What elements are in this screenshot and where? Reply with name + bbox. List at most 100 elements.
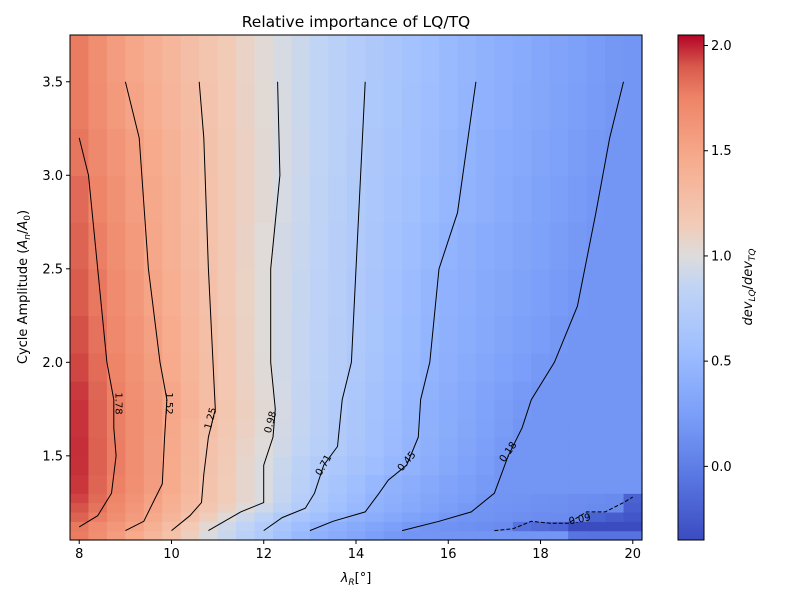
heatmap-cell [70, 222, 90, 270]
heatmap-cell [143, 493, 163, 504]
heatmap-cell [365, 81, 385, 130]
heatmap-cell [143, 455, 163, 476]
heatmap-cell [365, 437, 385, 457]
heatmap-cell [494, 81, 514, 130]
heatmap-cell [586, 352, 606, 382]
heatmap-cell [623, 418, 643, 438]
x-tick-label: 18 [532, 547, 549, 562]
heatmap-cell [88, 399, 108, 420]
x-axis-ticks: 8 10 12 14 16 18 20 [75, 540, 641, 562]
contour-line-1.52 [124, 81, 168, 532]
heatmap-cell [180, 352, 200, 382]
heatmap-cell [88, 493, 108, 504]
heatmap-cell [439, 268, 459, 317]
heatmap-cell [475, 128, 495, 176]
heatmap-cell [586, 35, 606, 83]
heatmap-cell [439, 315, 459, 354]
heatmap-cell [402, 399, 422, 420]
heatmap-cell [143, 381, 163, 401]
heatmap-cell [291, 455, 311, 476]
heatmap-cell [199, 511, 219, 522]
heatmap-cell [365, 530, 385, 541]
heatmap-cell [143, 521, 163, 532]
colorbar-ticks: 0.0 0.5 1.0 1.5 2.0 [704, 39, 732, 475]
heatmap-cell [383, 128, 403, 176]
heatmap-cell [586, 268, 606, 317]
heatmap-cell [143, 222, 163, 270]
heatmap-cell [254, 502, 274, 513]
heatmap-cell [383, 455, 403, 476]
heatmap-cell [346, 352, 366, 382]
heatmap-cell [106, 268, 126, 317]
heatmap-cell [457, 315, 477, 354]
x-tick-label: 8 [75, 547, 83, 562]
heatmap-cell [143, 474, 163, 494]
heatmap-cell [106, 455, 126, 476]
heatmap-cell [549, 455, 569, 476]
heatmap-cell [439, 352, 459, 382]
heatmap-cell [531, 268, 551, 317]
heatmap-cell [549, 222, 569, 270]
heatmap-cell [162, 437, 182, 457]
heatmap-cell [88, 511, 108, 522]
heatmap-cell [512, 128, 532, 176]
heatmap-cell [439, 511, 459, 522]
heatmap-cell [586, 175, 606, 223]
heatmap-cell [531, 530, 551, 541]
heatmap-cell [605, 418, 625, 438]
heatmap-cell [568, 493, 588, 504]
heatmap-cell [346, 399, 366, 420]
heatmap-cell [199, 455, 219, 476]
heatmap-cell [236, 521, 256, 532]
heatmap-cell [457, 35, 477, 83]
heatmap-cell [420, 493, 440, 504]
heatmap-cell [623, 502, 643, 513]
heatmap-cell [402, 455, 422, 476]
heatmap-cell [328, 474, 348, 494]
y-axis-ticks: 1.5 2.0 2.5 3.0 3.5 [42, 75, 70, 464]
heatmap-cell [475, 418, 495, 438]
heatmap-cell [346, 418, 366, 438]
heatmap-cell [70, 399, 90, 420]
heatmap-cell [475, 381, 495, 401]
heatmap-cell [328, 315, 348, 354]
heatmap-cell [88, 128, 108, 176]
heatmap-cell [125, 418, 145, 438]
heatmap-cell [199, 437, 219, 457]
heatmap-cell [402, 418, 422, 438]
heatmap-cell [88, 530, 108, 541]
heatmap-cell [586, 474, 606, 494]
x-axis-label: λR[°] [340, 571, 372, 588]
heatmap-cell [180, 81, 200, 130]
heatmap-cell [605, 455, 625, 476]
heatmap-cell [106, 474, 126, 494]
contour-label: 1.52 [163, 392, 174, 414]
heatmap-cell [328, 530, 348, 541]
heatmap-cell [365, 381, 385, 401]
heatmap-cell [106, 437, 126, 457]
heatmap-cell [328, 418, 348, 438]
heatmap-cell [512, 81, 532, 130]
heatmap-cell [586, 81, 606, 130]
heatmap-cell [143, 352, 163, 382]
heatmap-cell [106, 128, 126, 176]
heatmap-cell [143, 35, 163, 83]
contour-line-0.98 [208, 81, 281, 532]
heatmap-cell [439, 128, 459, 176]
heatmap-cell [272, 222, 293, 270]
heatmap-cell [605, 381, 625, 401]
heatmap-cell [494, 381, 514, 401]
heatmap-cell [475, 493, 495, 504]
heatmap-cell [88, 268, 108, 317]
heatmap-cell [125, 474, 145, 494]
heatmap-cell [531, 175, 551, 223]
heatmap-cell [549, 399, 569, 420]
heatmap-cell [309, 511, 329, 522]
heatmap-cell [457, 81, 477, 130]
heatmap-cell [106, 511, 126, 522]
heatmap-cell [605, 81, 625, 130]
heatmap-cell [365, 222, 385, 270]
heatmap-cell [439, 474, 459, 494]
heatmap-cell [475, 399, 495, 420]
heatmap-cell [605, 493, 625, 504]
